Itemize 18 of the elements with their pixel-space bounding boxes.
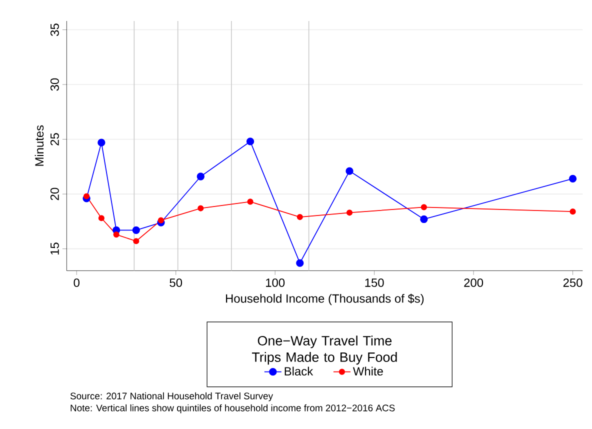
x-tick-label: 0 [74,278,80,287]
y-tick-label: 35 [50,24,59,36]
source-note: Source: 2017 National Household Travel Survey [70,392,274,402]
legend-label: White [352,366,383,376]
x-tick-label: 250 [563,278,582,287]
y-tick-label: 15 [50,242,59,255]
legend-title: One−Way Travel Time Trips Made to Buy Food [252,336,397,365]
text: Note: Vertical lines show quintiles of household income from 2012−2016 ACS [70,404,395,414]
x-tick-label: 100 [266,278,285,287]
x-axis-title: Household Income (Thousands of $s) [226,294,424,306]
x-tick-label: 200 [464,278,484,287]
y-axis-title: Minutes [34,125,44,166]
legend-label: Black [284,366,314,376]
y-tick-label: 25 [50,133,59,146]
y-tick-label: 20 [50,188,59,200]
y-tick-label: 30 [50,78,59,91]
x-tick-label: 50 [170,278,182,287]
x-tick-label: 150 [365,278,384,287]
